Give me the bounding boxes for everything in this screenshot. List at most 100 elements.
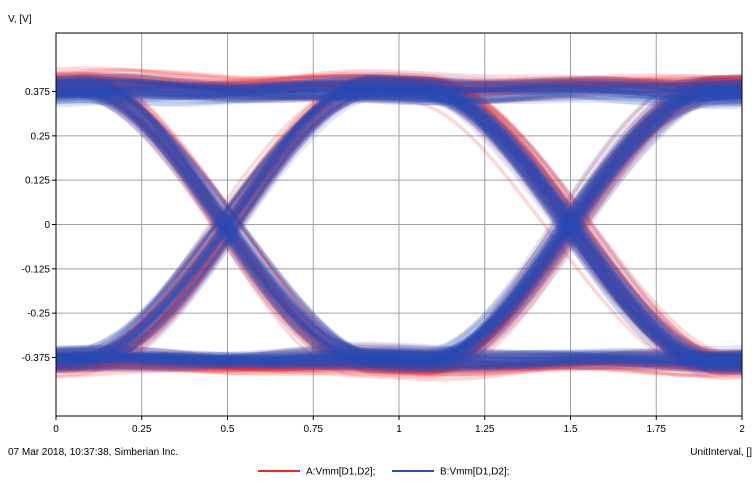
- eye-trace: [56, 79, 742, 366]
- eye-trace: [56, 87, 742, 374]
- eye-trace: [56, 72, 742, 371]
- eye-trace: [56, 81, 742, 98]
- eye-trace: [56, 85, 742, 363]
- eye-trace: [56, 86, 742, 360]
- eye-trace: [56, 353, 742, 372]
- eye-trace: [56, 83, 742, 363]
- eye-trace: [56, 89, 742, 360]
- eye-trace: [56, 102, 742, 360]
- eye-trace: [56, 80, 742, 357]
- eye-trace: [56, 354, 742, 369]
- y-tick-label-2: 0.125: [25, 176, 50, 187]
- eye-trace: [56, 75, 742, 369]
- eye-trace: [56, 84, 742, 364]
- eye-trace: [56, 89, 742, 361]
- eye-trace: [56, 73, 742, 86]
- eye-trace: [56, 77, 742, 94]
- eye-trace: [56, 74, 742, 363]
- eye-trace: [56, 80, 742, 371]
- eye-trace: [56, 82, 742, 94]
- eye-trace: [56, 349, 742, 360]
- eye-trace: [56, 73, 742, 90]
- eye-trace: [56, 71, 742, 379]
- eye-trace: [56, 77, 742, 97]
- eye-trace: [56, 78, 742, 98]
- eye-trace: [56, 87, 742, 378]
- eye-trace: [56, 88, 742, 368]
- eye-trace: [56, 81, 742, 362]
- eye-trace: [56, 91, 742, 105]
- eye-trace: [56, 77, 742, 104]
- eye-trace: [56, 86, 742, 359]
- eye-trace: [56, 75, 742, 370]
- eye-trace: [56, 88, 742, 364]
- eye-trace: [56, 80, 742, 369]
- eye-trace: [56, 79, 742, 373]
- eye-trace: [56, 83, 742, 368]
- eye-trace: [56, 93, 742, 371]
- eye-trace: [56, 76, 742, 356]
- eye-trace: [56, 74, 742, 367]
- eye-trace: [56, 77, 742, 371]
- eye-trace: [56, 86, 742, 363]
- eye-trace: [56, 79, 742, 366]
- footer-timestamp: 07 Mar 2018, 10:37:38, Simberian Inc.: [8, 447, 178, 458]
- eye-trace: [56, 72, 742, 93]
- eye-trace: [56, 77, 742, 364]
- eye-trace: [56, 73, 742, 366]
- eye-trace: [56, 81, 742, 364]
- eye-trace: [56, 79, 742, 95]
- eye-trace: [56, 356, 742, 373]
- eye-trace: [56, 85, 742, 370]
- eye-trace: [56, 346, 742, 365]
- eye-trace: [56, 349, 742, 374]
- eye-trace: [56, 72, 742, 95]
- eye-trace: [56, 74, 742, 368]
- eye-trace: [56, 76, 742, 370]
- eye-trace: [56, 89, 742, 364]
- eye-trace: [56, 87, 742, 374]
- eye-trace: [56, 88, 742, 102]
- eye-trace: [56, 80, 742, 369]
- x-tick-label-0: 0: [53, 424, 59, 435]
- eye-trace: [56, 87, 742, 351]
- eye-trace: [56, 80, 742, 365]
- eye-trace: [56, 80, 742, 367]
- eye-trace: [56, 81, 742, 358]
- eye-trace: [56, 79, 742, 362]
- eye-trace: [56, 88, 742, 368]
- eye-trace: [56, 87, 742, 357]
- eye-trace: [56, 82, 742, 357]
- eye-trace: [56, 79, 742, 103]
- x-tick-label-8: 2: [739, 424, 745, 435]
- eye-trace: [56, 79, 742, 354]
- eye-trace: [56, 78, 742, 357]
- eye-trace: [56, 358, 742, 373]
- eye-trace: [56, 89, 742, 364]
- eye-trace: [56, 82, 742, 371]
- eye-trace: [56, 84, 742, 356]
- eye-trace: [56, 360, 742, 369]
- eye-trace: [56, 84, 742, 370]
- eye-trace: [56, 89, 742, 371]
- eye-trace: [56, 87, 742, 362]
- eye-trace: [56, 83, 742, 373]
- eye-trace: [56, 88, 742, 362]
- eye-trace: [56, 84, 742, 367]
- eye-trace: [56, 81, 742, 366]
- eye-trace: [56, 355, 742, 376]
- eye-trace: [56, 82, 742, 366]
- eye-trace: [56, 79, 742, 359]
- eye-trace: [56, 77, 742, 363]
- eye-trace: [56, 77, 742, 373]
- eye-trace: [56, 84, 742, 103]
- eye-trace: [56, 92, 742, 360]
- eye-trace: [56, 80, 742, 364]
- eye-trace: [56, 356, 742, 369]
- eye-trace: [56, 92, 742, 358]
- eye-trace: [56, 91, 742, 363]
- eye-trace: [56, 346, 742, 365]
- eye-trace: [56, 85, 742, 100]
- eye-trace: [56, 76, 742, 357]
